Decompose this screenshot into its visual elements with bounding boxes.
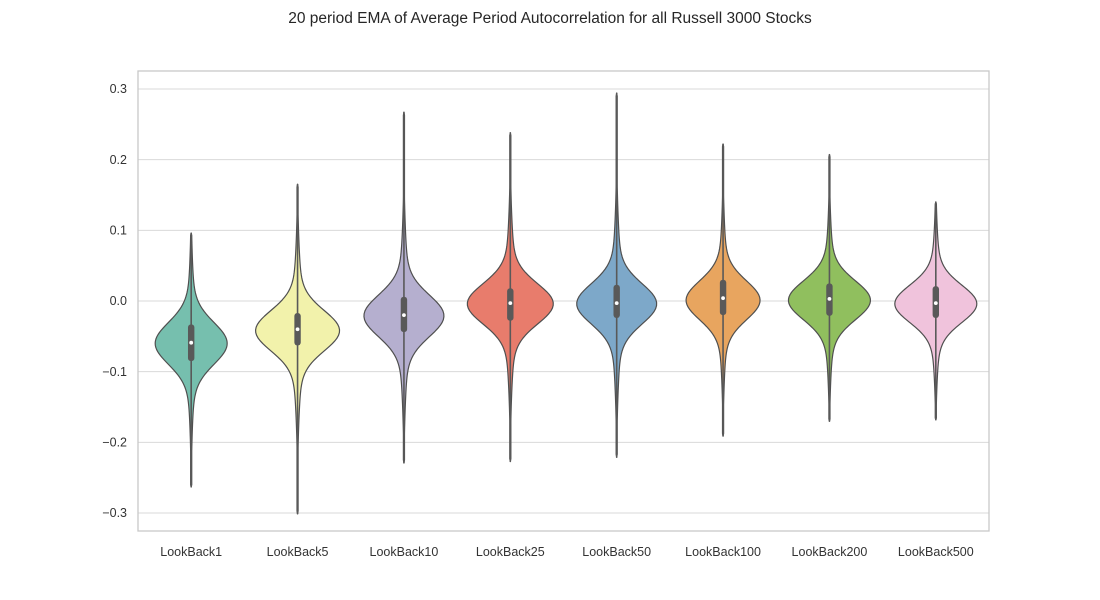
- x-axis-tick-label: LookBack200: [792, 545, 868, 559]
- y-axis-tick-label: −0.3: [102, 506, 127, 520]
- x-axis-tick-label: LookBack1: [160, 545, 222, 559]
- y-axis-tick-label: 0.0: [110, 294, 127, 308]
- x-axis-tick-label: LookBack25: [476, 545, 545, 559]
- median-dot-lookback1: [189, 340, 194, 345]
- median-dot-lookback500: [933, 301, 938, 306]
- median-dot-lookback25: [508, 301, 513, 306]
- median-dot-lookback10: [402, 313, 406, 318]
- median-dot-lookback50: [614, 301, 619, 306]
- x-axis-tick-label: LookBack10: [370, 545, 439, 559]
- median-dot-lookback5: [295, 327, 300, 332]
- x-axis-tick-label: LookBack5: [267, 545, 329, 559]
- median-dot-lookback200: [827, 296, 832, 301]
- y-axis-tick-label: −0.2: [102, 436, 127, 450]
- plot-border: [137, 70, 990, 532]
- y-axis-tick-label: 0.3: [110, 82, 127, 96]
- median-dot-lookback100: [721, 296, 725, 301]
- x-axis-tick-label: LookBack100: [685, 545, 761, 559]
- x-axis-tick-label: LookBack50: [582, 545, 651, 559]
- y-axis-tick-label: −0.1: [102, 365, 127, 379]
- y-axis-tick-label: 0.1: [110, 224, 127, 238]
- y-axis-tick-label: 0.2: [110, 153, 127, 167]
- x-axis-tick-label: LookBack500: [898, 545, 974, 559]
- chart-title: 20 period EMA of Average Period Autocorr…: [288, 10, 812, 27]
